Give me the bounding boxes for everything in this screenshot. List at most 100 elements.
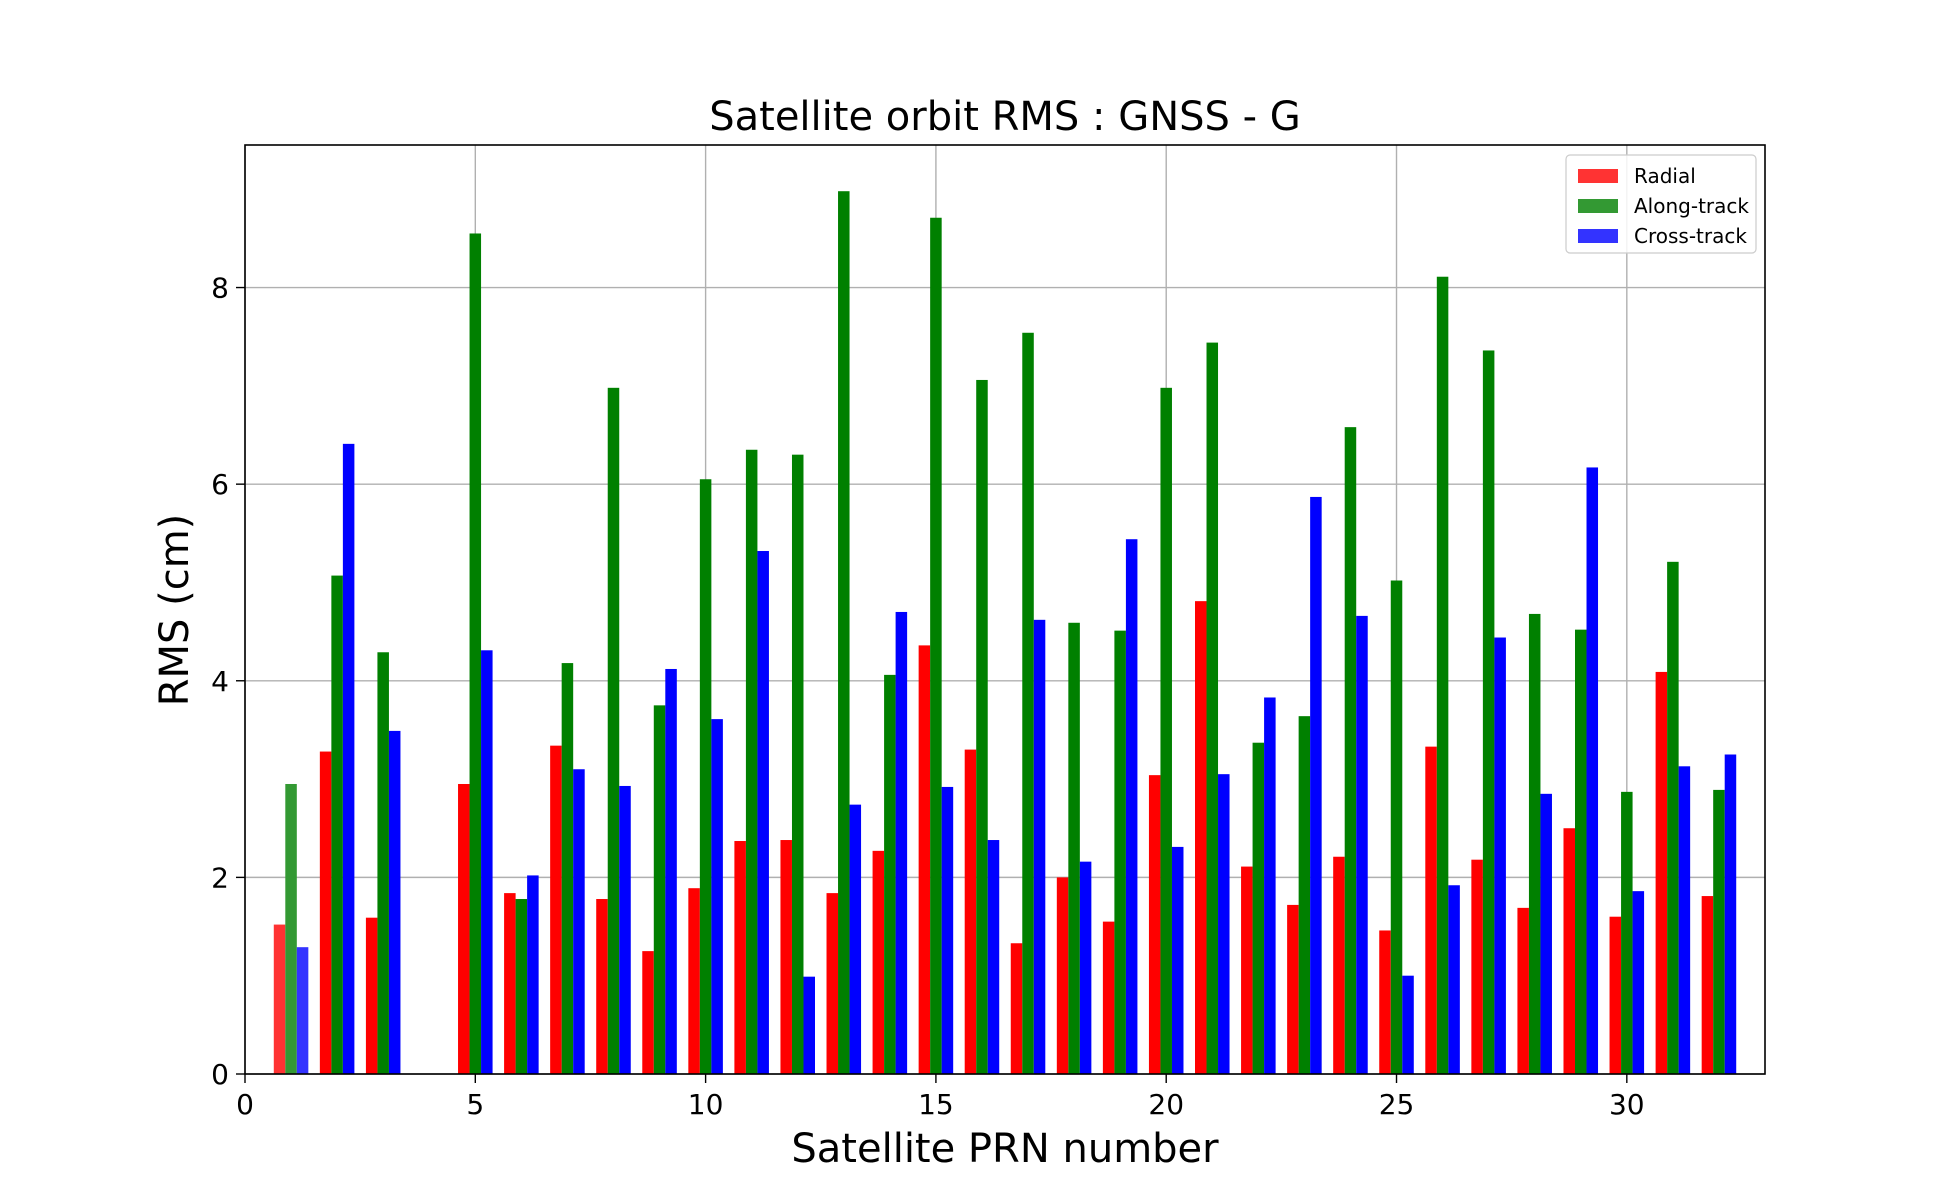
y-tick-label-6: 6 <box>211 468 229 501</box>
bar-along-track-prn-8 <box>607 387 620 1074</box>
bar-radial-prn-25 <box>1379 930 1391 1074</box>
legend-swatch-along-track <box>1578 199 1618 213</box>
bar-along-track-prn-5 <box>469 233 482 1074</box>
legend-label-cross-track: Cross-track <box>1634 224 1747 248</box>
bar-along-track-prn-28 <box>1528 613 1541 1074</box>
bar-along-track-prn-20 <box>1160 387 1172 1074</box>
bar-radial-prn-29 <box>1563 828 1575 1074</box>
bar-radial-prn-6 <box>504 893 516 1074</box>
bars <box>273 191 1737 1075</box>
plot-area-frame <box>244 144 1766 1075</box>
y-axis-title: RMS (cm) <box>152 514 198 707</box>
bar-radial-prn-1 <box>273 924 286 1074</box>
bar-radial-prn-11 <box>734 841 746 1074</box>
bar-cross-track-prn-30 <box>1632 891 1645 1074</box>
bar-radial-prn-19 <box>1102 921 1115 1074</box>
bar-radial-prn-15 <box>918 645 931 1074</box>
bar-radial-prn-16 <box>964 749 977 1074</box>
x-tick-label-20: 20 <box>1148 1088 1184 1121</box>
bar-cross-track-prn-23 <box>1310 496 1322 1075</box>
bar-cross-track-prn-17 <box>1033 619 1046 1074</box>
bar-radial-prn-21 <box>1195 601 1207 1074</box>
bar-cross-track-prn-21 <box>1218 774 1230 1074</box>
y-tick-label-2: 2 <box>211 861 229 894</box>
bar-cross-track-prn-19 <box>1125 539 1138 1074</box>
bar-cross-track-prn-29 <box>1586 467 1599 1075</box>
x-tick-label-10: 10 <box>688 1088 724 1121</box>
bar-radial-prn-18 <box>1056 877 1069 1074</box>
bar-radial-prn-10 <box>688 888 700 1074</box>
bar-radial-prn-17 <box>1010 943 1023 1074</box>
bar-along-track-prn-1 <box>285 783 297 1074</box>
bar-cross-track-prn-12 <box>803 976 815 1074</box>
bar-radial-prn-20 <box>1148 775 1161 1074</box>
bar-cross-track-prn-32 <box>1724 754 1737 1074</box>
bar-radial-prn-28 <box>1517 907 1529 1074</box>
bar-along-track-prn-23 <box>1298 716 1311 1074</box>
legend-label-radial: Radial <box>1634 164 1696 188</box>
bar-radial-prn-26 <box>1425 746 1437 1074</box>
bar-cross-track-prn-7 <box>573 769 585 1074</box>
bar-cross-track-prn-31 <box>1678 766 1691 1074</box>
legend-swatch-cross-track <box>1578 229 1618 243</box>
bar-along-track-prn-30 <box>1621 791 1633 1074</box>
bar-cross-track-prn-26 <box>1448 885 1460 1074</box>
bar-cross-track-prn-24 <box>1356 615 1368 1074</box>
x-tick-label-0: 0 <box>236 1088 254 1121</box>
bar-radial-prn-24 <box>1333 856 1345 1074</box>
y-tick-label-4: 4 <box>211 665 229 698</box>
x-axis-title: Satellite PRN number <box>791 1126 1219 1172</box>
bar-along-track-prn-7 <box>561 663 574 1074</box>
bar-radial-prn-12 <box>780 840 792 1074</box>
bar-cross-track-prn-1 <box>296 947 309 1074</box>
y-tick-label-8: 8 <box>211 272 229 305</box>
bar-along-track-prn-16 <box>976 379 988 1074</box>
bar-along-track-prn-26 <box>1436 276 1449 1075</box>
bar-along-track-prn-9 <box>653 705 666 1074</box>
bar-radial-prn-22 <box>1241 866 1253 1074</box>
plot-area-background <box>245 145 1765 1074</box>
bar-cross-track-prn-15 <box>941 786 954 1074</box>
bar-radial-prn-14 <box>872 850 885 1074</box>
bar-along-track-prn-29 <box>1575 629 1587 1074</box>
bar-cross-track-prn-8 <box>619 785 631 1074</box>
legend: Radial Along-track Cross-track <box>1565 154 1757 254</box>
bar-along-track-prn-17 <box>1022 332 1034 1075</box>
legend-swatch-radial <box>1578 169 1618 183</box>
bar-radial-prn-31 <box>1655 671 1668 1074</box>
bar-cross-track-prn-25 <box>1402 975 1414 1074</box>
bar-radial-prn-3 <box>365 917 378 1074</box>
axis-ticks: 0 5 10 15 20 25 30 0 2 4 6 8 <box>211 272 1644 1121</box>
x-tick-label-5: 5 <box>466 1088 484 1121</box>
bar-cross-track-prn-20 <box>1171 846 1184 1074</box>
bar-cross-track-prn-18 <box>1079 861 1092 1074</box>
bar-cross-track-prn-10 <box>711 719 723 1074</box>
bar-along-track-prn-2 <box>331 575 343 1074</box>
chart-title: Satellite orbit RMS : GNSS - G <box>709 94 1301 140</box>
bar-along-track-prn-10 <box>699 479 712 1074</box>
bar-along-track-prn-24 <box>1344 427 1357 1074</box>
bar-radial-prn-27 <box>1471 859 1483 1074</box>
bar-cross-track-prn-5 <box>481 650 493 1074</box>
bar-radial-prn-7 <box>550 745 562 1074</box>
bar-along-track-prn-32 <box>1713 789 1725 1074</box>
bar-cross-track-prn-9 <box>665 668 677 1074</box>
legend-label-along-track: Along-track <box>1634 194 1749 218</box>
bar-along-track-prn-13 <box>838 191 850 1075</box>
bar-along-track-prn-15 <box>930 217 942 1075</box>
bar-along-track-prn-19 <box>1114 630 1126 1074</box>
bar-along-track-prn-18 <box>1068 622 1080 1074</box>
bar-cross-track-prn-3 <box>388 730 401 1074</box>
bar-along-track-prn-12 <box>791 454 804 1075</box>
bar-cross-track-prn-22 <box>1264 697 1276 1074</box>
bar-radial-prn-2 <box>319 751 332 1074</box>
x-tick-label-30: 30 <box>1609 1088 1645 1121</box>
bar-cross-track-prn-28 <box>1540 793 1552 1074</box>
bar-cross-track-prn-27 <box>1494 637 1506 1074</box>
bar-radial-prn-8 <box>596 899 608 1074</box>
bar-cross-track-prn-14 <box>895 611 908 1074</box>
bar-radial-prn-5 <box>458 783 470 1074</box>
bar-cross-track-prn-6 <box>527 875 539 1074</box>
bar-radial-prn-23 <box>1287 904 1299 1074</box>
